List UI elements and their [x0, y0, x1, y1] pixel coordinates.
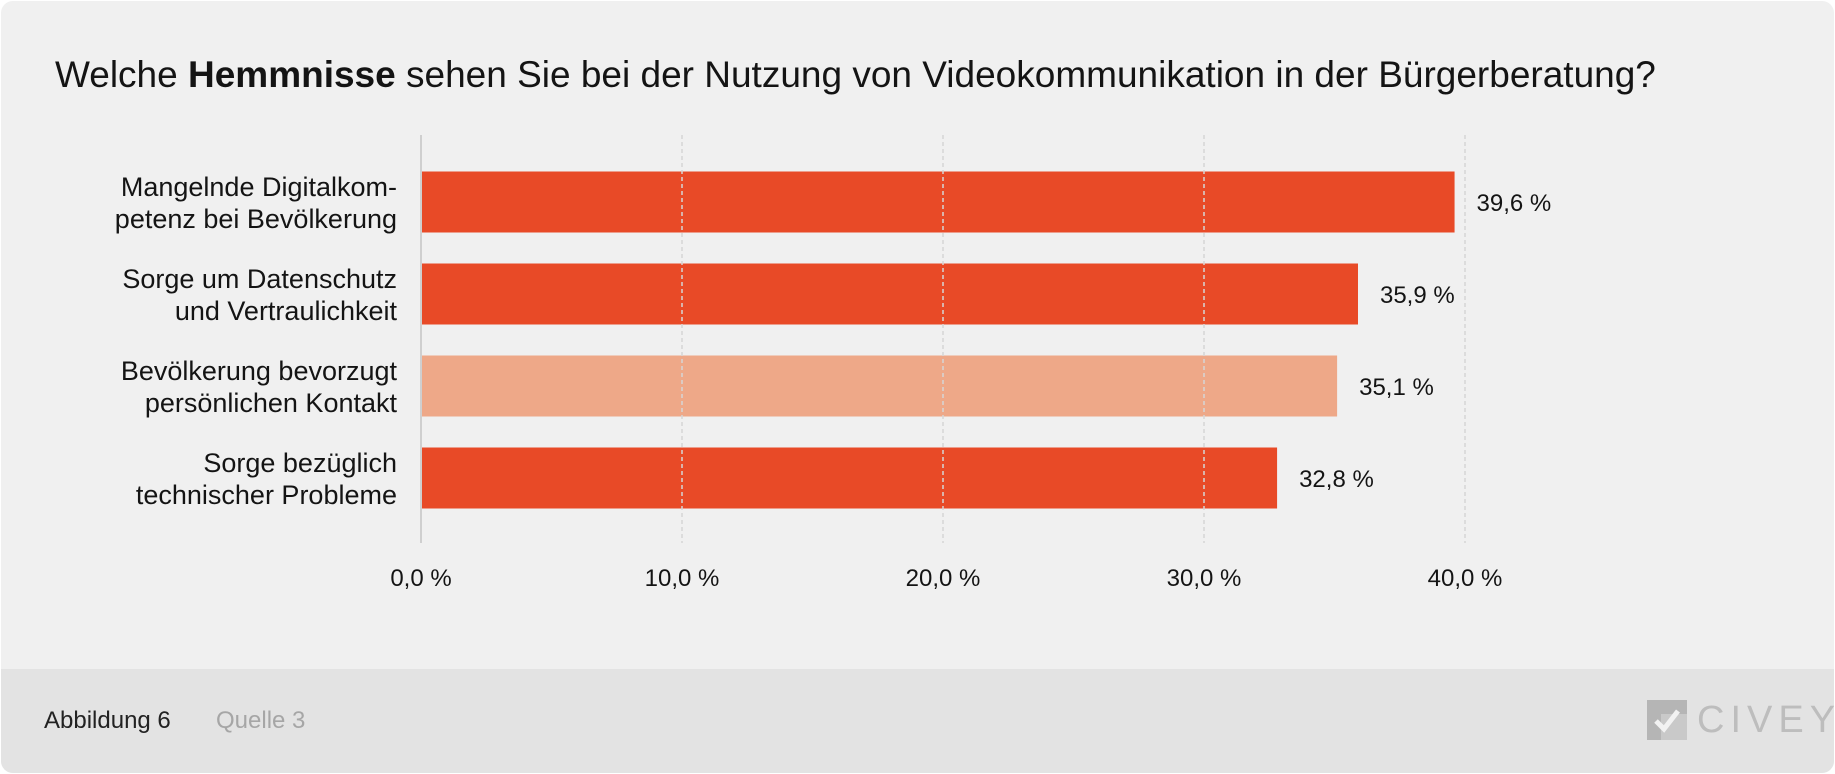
- civey-logo: CIVEY: [1647, 700, 1834, 740]
- source-label: Quelle 3: [216, 707, 306, 734]
- bar-chart: 0,0 % 10,0 % 20,0 % 30,0 % 40,0 % Mangelnde D…: [115, 135, 1552, 592]
- x-tick-label-2: 20,0 %: [906, 565, 981, 592]
- category-label-1-line-1: Mangelnde Digitalkom-: [121, 172, 397, 202]
- title-prefix: Welche: [55, 54, 188, 95]
- value-label-1: 39,6 %: [1477, 190, 1552, 217]
- value-label-2: 35,9 %: [1380, 282, 1455, 309]
- chart-title: Welche Hemmnisse sehen Sie bei der Nutzu…: [55, 51, 1656, 99]
- civey-logo-icon: [1647, 700, 1687, 740]
- x-tick-label-1: 10,0 %: [645, 565, 720, 592]
- category-label-2-line-1: Sorge um Datenschutz: [122, 264, 397, 294]
- category-label-4-line-1: Sorge bezüglich: [203, 448, 397, 478]
- category-label-1-line-2: petenz bei Bevölkerung: [115, 204, 397, 234]
- figure-label: Abbildung 6: [44, 707, 171, 734]
- category-label-3-line-1: Bevölkerung bevorzugt: [121, 356, 398, 386]
- title-emphasis: Hemmnisse: [188, 54, 396, 95]
- value-label-4: 32,8 %: [1299, 466, 1374, 493]
- x-tick-label-0: 0,0 %: [390, 565, 451, 592]
- bar-4: [421, 447, 1278, 509]
- bar-1: [421, 171, 1455, 233]
- category-label-4-line-2: technischer Probleme: [136, 480, 397, 510]
- bar-2: [421, 263, 1358, 325]
- chart-area: 0,0 % 10,0 % 20,0 % 30,0 % 40,0 % Mangelnde D…: [1, 1, 1834, 669]
- title-suffix: sehen Sie bei der Nutzung von Videokommu…: [395, 54, 1656, 95]
- category-label-2-line-2: und Vertraulichkeit: [175, 296, 398, 326]
- category-label-3-line-2: persönlichen Kontakt: [145, 388, 398, 418]
- value-label-3: 35,1 %: [1359, 374, 1434, 401]
- logo-wordmark: CIVEY: [1697, 699, 1834, 741]
- bar-3: [421, 355, 1338, 417]
- x-tick-label-3: 30,0 %: [1167, 565, 1242, 592]
- footer: Abbildung 6 Quelle 3 CIVEY: [1, 669, 1834, 773]
- x-tick-label-4: 40,0 %: [1428, 565, 1503, 592]
